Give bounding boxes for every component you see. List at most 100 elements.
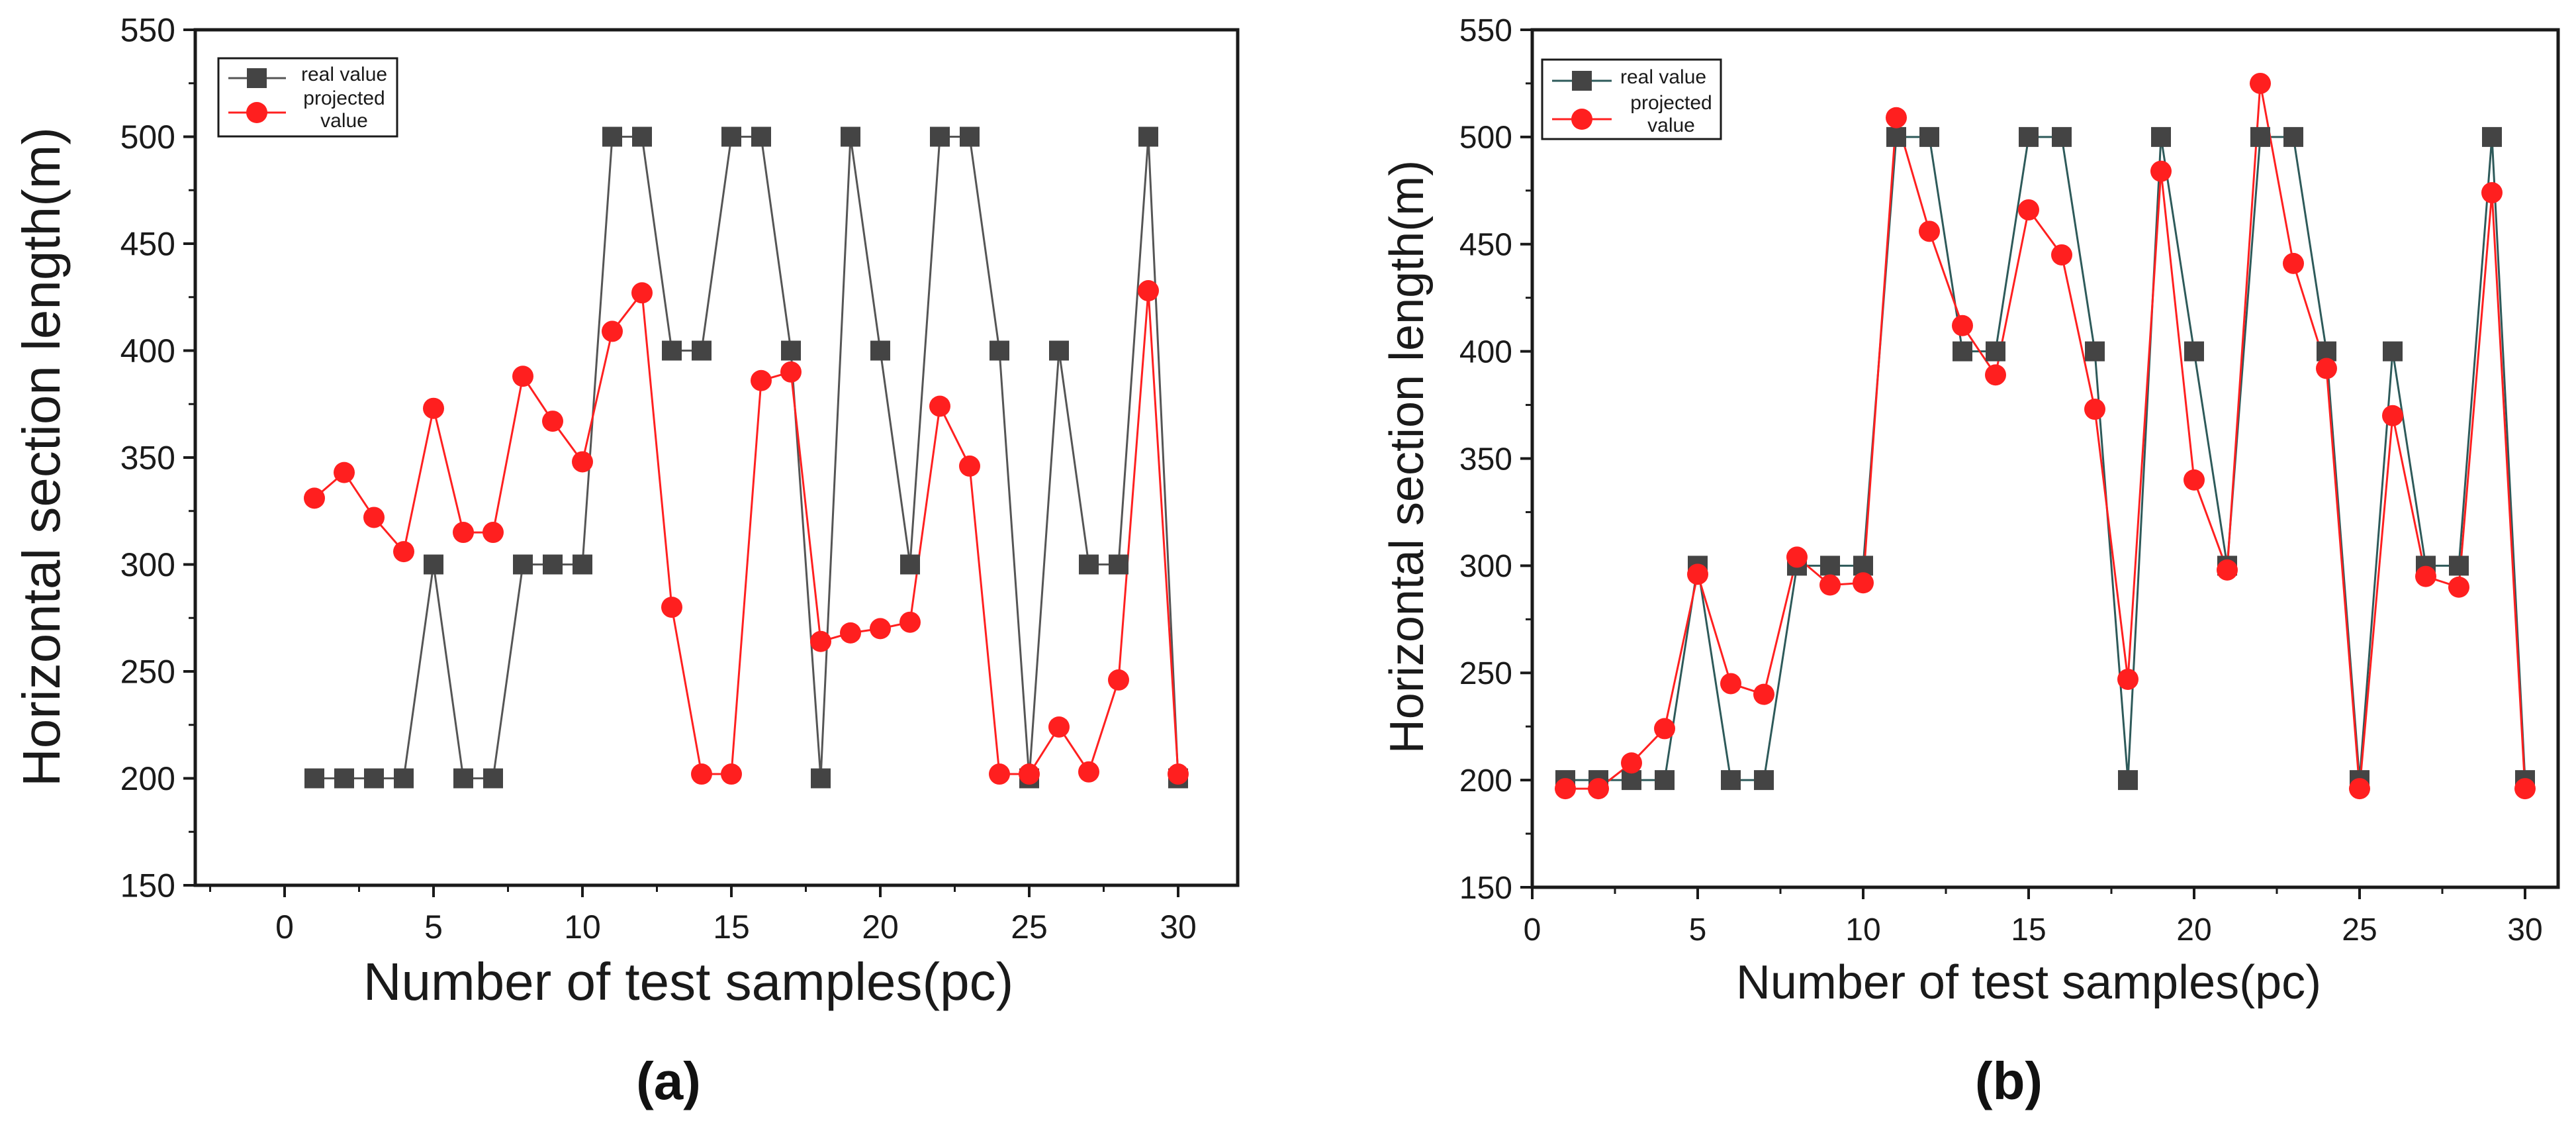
chart-panel-b: 0 5 10 15 20 25 30150200250300350400450500550 … bbox=[1381, 13, 2560, 1110]
data-point-real bbox=[930, 126, 950, 147]
data-point-projected bbox=[810, 630, 831, 652]
data-point-real bbox=[2383, 341, 2403, 362]
y-tick-label: 150 bbox=[1459, 871, 1512, 906]
legend-marker-projected bbox=[246, 102, 267, 123]
data-point-projected bbox=[929, 395, 950, 417]
data-point-projected bbox=[1819, 574, 1841, 596]
x-tick-label: 20 bbox=[2176, 912, 2211, 948]
x-tick-label: 5 bbox=[424, 908, 443, 946]
data-point-real bbox=[841, 126, 860, 147]
data-point-real bbox=[662, 340, 682, 361]
data-point-real bbox=[1919, 126, 1939, 147]
y-tick-label: 400 bbox=[1459, 334, 1512, 369]
data-point-real bbox=[1721, 770, 1741, 791]
x-tick-label: 0 bbox=[1524, 912, 1541, 948]
data-point-real bbox=[1655, 770, 1675, 791]
data-point-projected bbox=[1720, 673, 1741, 695]
y-tick-label: 200 bbox=[1459, 763, 1512, 799]
data-point-projected bbox=[483, 522, 504, 544]
y-tick-label: 300 bbox=[120, 546, 175, 583]
data-point-real bbox=[483, 768, 503, 789]
data-point-real bbox=[2250, 126, 2270, 147]
data-point-projected bbox=[780, 361, 802, 383]
data-point-projected bbox=[1048, 716, 1070, 738]
y-tick-label: 400 bbox=[120, 332, 175, 369]
data-point-projected bbox=[2448, 576, 2469, 598]
data-point-projected bbox=[2018, 199, 2039, 220]
x-tick-label: 30 bbox=[2507, 912, 2542, 948]
x-tick-label: 10 bbox=[564, 908, 601, 946]
data-point-projected bbox=[2415, 565, 2436, 587]
data-point-real bbox=[543, 554, 563, 575]
legend-marker-real bbox=[247, 68, 267, 88]
data-point-real bbox=[1049, 340, 1069, 361]
data-point-projected bbox=[1886, 107, 1907, 128]
y-tick-label: 250 bbox=[120, 654, 175, 691]
data-point-real bbox=[1820, 556, 1840, 576]
data-point-projected bbox=[363, 507, 385, 528]
data-point-projected bbox=[899, 611, 921, 633]
data-point-projected bbox=[1753, 683, 1774, 705]
data-point-projected bbox=[2117, 668, 2139, 690]
data-point-projected bbox=[2150, 160, 2172, 182]
y-tick-label: 500 bbox=[120, 119, 175, 156]
data-point-projected bbox=[1588, 778, 1609, 800]
data-point-projected bbox=[870, 618, 891, 640]
x-tick-label: 15 bbox=[713, 908, 750, 946]
data-point-real bbox=[304, 768, 324, 789]
y-axis-label: Horizontal section length(m) bbox=[1381, 160, 1434, 754]
chart-panel-a: 0 5 10 15 20 25 30150200250300350400450500550 … bbox=[12, 12, 1240, 1110]
series-line-projected bbox=[314, 290, 1179, 775]
data-point-projected bbox=[959, 455, 980, 477]
data-point-projected bbox=[2184, 469, 2205, 491]
data-point-projected bbox=[691, 763, 712, 785]
data-point-real bbox=[900, 554, 920, 575]
data-point-projected bbox=[1786, 546, 1808, 568]
x-tick-label: 15 bbox=[2011, 912, 2046, 948]
data-point-projected bbox=[1985, 364, 2006, 386]
data-point-projected bbox=[1138, 280, 1159, 302]
y-tick-label: 350 bbox=[1459, 442, 1512, 477]
series-line-projected bbox=[1565, 83, 2526, 790]
data-point-real bbox=[364, 768, 384, 789]
data-point-projected bbox=[989, 763, 1010, 785]
plot-frame bbox=[1530, 28, 2560, 889]
data-point-real bbox=[2052, 126, 2072, 147]
legend-marker-real bbox=[1572, 71, 1592, 91]
data-point-projected bbox=[2283, 252, 2304, 274]
data-point-real bbox=[1886, 126, 1906, 147]
data-point-projected bbox=[1853, 572, 1874, 594]
data-point-projected bbox=[2217, 559, 2238, 581]
data-point-projected bbox=[542, 411, 563, 432]
data-point-projected bbox=[1952, 315, 1973, 336]
data-point-projected bbox=[304, 487, 325, 509]
data-point-real bbox=[632, 126, 652, 147]
data-point-projected bbox=[631, 282, 653, 304]
data-point-real bbox=[2184, 341, 2204, 362]
y-tick-label: 550 bbox=[1459, 13, 1512, 48]
data-point-projected bbox=[1555, 778, 1576, 800]
data-point-projected bbox=[751, 369, 772, 391]
data-point-real bbox=[960, 126, 980, 147]
data-point-real bbox=[811, 768, 831, 789]
series-line-real bbox=[314, 136, 1179, 779]
data-point-real bbox=[1754, 770, 1774, 791]
data-point-real bbox=[781, 340, 801, 361]
y-tick-label: 250 bbox=[1459, 656, 1512, 691]
data-point-real bbox=[334, 768, 354, 789]
x-axis-label: Number of test samples(pc) bbox=[1736, 956, 2321, 1009]
data-point-projected bbox=[334, 462, 355, 483]
legend-label-projected-line1: projected bbox=[1630, 92, 1712, 114]
legend-label-projected: projected value bbox=[303, 87, 385, 132]
y-tick-label: 450 bbox=[1459, 228, 1512, 263]
legend-marker-projected bbox=[1571, 109, 1592, 130]
data-point-projected bbox=[2481, 182, 2503, 204]
data-point-projected bbox=[661, 597, 682, 618]
legend-label-projected-line2: value bbox=[1647, 115, 1695, 136]
x-tick-label: 5 bbox=[1689, 912, 1707, 948]
data-point-projected bbox=[1078, 761, 1099, 783]
data-point-real bbox=[2118, 770, 2138, 791]
data-point-real bbox=[2449, 556, 2469, 576]
data-point-projected bbox=[512, 366, 533, 387]
data-point-real bbox=[1079, 554, 1099, 575]
